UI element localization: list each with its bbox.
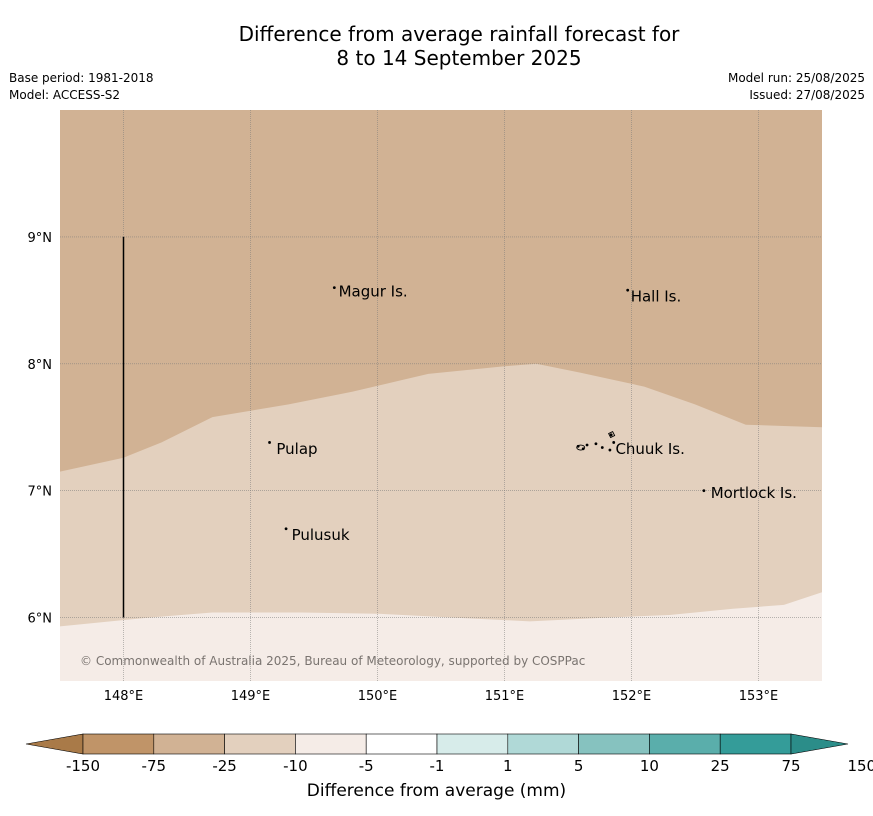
latitude-label: 9°N — [28, 231, 53, 246]
colorbar-tick-label: -10 — [283, 757, 308, 775]
title-line-1: Difference from average rainfall forecas… — [238, 22, 680, 46]
colorbar-swatch — [578, 733, 650, 755]
colorbar-swatch — [224, 733, 296, 755]
island-mark — [702, 489, 706, 493]
colorbar-tick-label: -1 — [430, 757, 445, 775]
latitude-label: 8°N — [28, 358, 53, 373]
colorbar-min-extend — [25, 733, 84, 755]
island-mark — [332, 286, 336, 290]
meta-right: Model run: 25/08/2025 Issued: 27/08/2025 — [728, 70, 865, 104]
latitude-label: 7°N — [28, 485, 53, 500]
place-label: Mortlock Is. — [711, 484, 797, 502]
place-label: Magur Is. — [339, 282, 408, 300]
issued-label: Issued: 27/08/2025 — [749, 88, 865, 102]
model-run-label: Model run: 25/08/2025 — [727, 71, 865, 85]
colorbar-swatch — [153, 733, 225, 755]
chuuk-lagoon-mark — [576, 444, 586, 451]
colorbar-swatch — [82, 733, 155, 755]
colorbar-tick-label: 25 — [711, 757, 730, 775]
colorbar-tick-labels: -150 -75 -25 -10 -5 -1 1 5 10 25 75 150 — [66, 757, 873, 775]
colorbar-swatch — [365, 733, 438, 755]
longitude-label: 152°E — [612, 689, 652, 704]
model-label: Model: ACCESS-S2 — [9, 88, 121, 102]
longitude-label: 149°E — [231, 689, 271, 704]
axis-labels: 9°N 8°N 7°N 6°N 148°E 149°E 150°E 151°E 152°E 153… — [28, 231, 779, 704]
map-title: Difference from average rainfall forecas… — [0, 22, 873, 70]
island-mark — [594, 442, 598, 446]
place-label: Chuuk Is. — [615, 440, 684, 458]
map-canvas: Magur Is. Hall Is. Pulap Chuuk Is. Mortlock … — [28, 110, 822, 704]
colorbar-title: Difference from average (mm) — [306, 781, 567, 801]
island-mark — [626, 288, 630, 292]
chuuk-outline-mark — [608, 430, 616, 439]
island-mark — [612, 441, 616, 444]
colorbar-tick-label: -5 — [359, 757, 374, 775]
island-mark — [608, 448, 612, 452]
colorbar-tick-label: 5 — [574, 757, 584, 775]
longitude-label: 151°E — [485, 689, 525, 704]
meta-left: Base period: 1981-2018 Model: ACCESS-S2 — [9, 70, 154, 104]
colorbar-tick-label: 150 — [847, 757, 873, 775]
island-mark — [600, 446, 604, 449]
colorbar-swatch — [295, 733, 367, 755]
colorbar-max-extend — [790, 733, 849, 755]
colorbar-tick-label: 1 — [503, 757, 513, 775]
island-mark — [585, 443, 589, 447]
colorbar-swatch — [649, 733, 721, 755]
colorbar-tick-label: 10 — [640, 757, 659, 775]
colorbar-swatches — [25, 733, 849, 755]
place-label: Hall Is. — [631, 288, 682, 306]
base-period-label: Base period: 1981-2018 — [9, 71, 154, 85]
colorbar-swatch — [719, 733, 792, 755]
longitude-label: 150°E — [358, 689, 398, 704]
islands — [268, 286, 706, 531]
colorbar-tick-label: -75 — [142, 757, 167, 775]
colorbar-swatch — [507, 733, 579, 755]
longitude-label: 153°E — [739, 689, 779, 704]
colorbar-tick-label: -25 — [212, 757, 237, 775]
island-mark — [284, 527, 288, 531]
longitude-label: 148°E — [104, 689, 144, 704]
title-line-2: 8 to 14 September 2025 — [336, 46, 582, 70]
colorbar-tick-label: 75 — [781, 757, 800, 775]
latitude-label: 6°N — [28, 612, 53, 627]
place-label: Pulusuk — [292, 526, 350, 544]
copyright-notice: © Commonwealth of Australia 2025, Bureau… — [80, 654, 585, 668]
island-mark — [609, 433, 613, 437]
place-label: Pulap — [276, 440, 317, 458]
place-labels: Magur Is. Hall Is. Pulap Chuuk Is. Mortlock … — [276, 282, 797, 544]
zone-slightly-drier — [60, 363, 822, 681]
colorbar-tick-label: -150 — [66, 757, 100, 775]
island-mark — [268, 441, 271, 444]
lat-lon-grid — [60, 110, 822, 681]
colorbar-swatch — [436, 733, 509, 755]
